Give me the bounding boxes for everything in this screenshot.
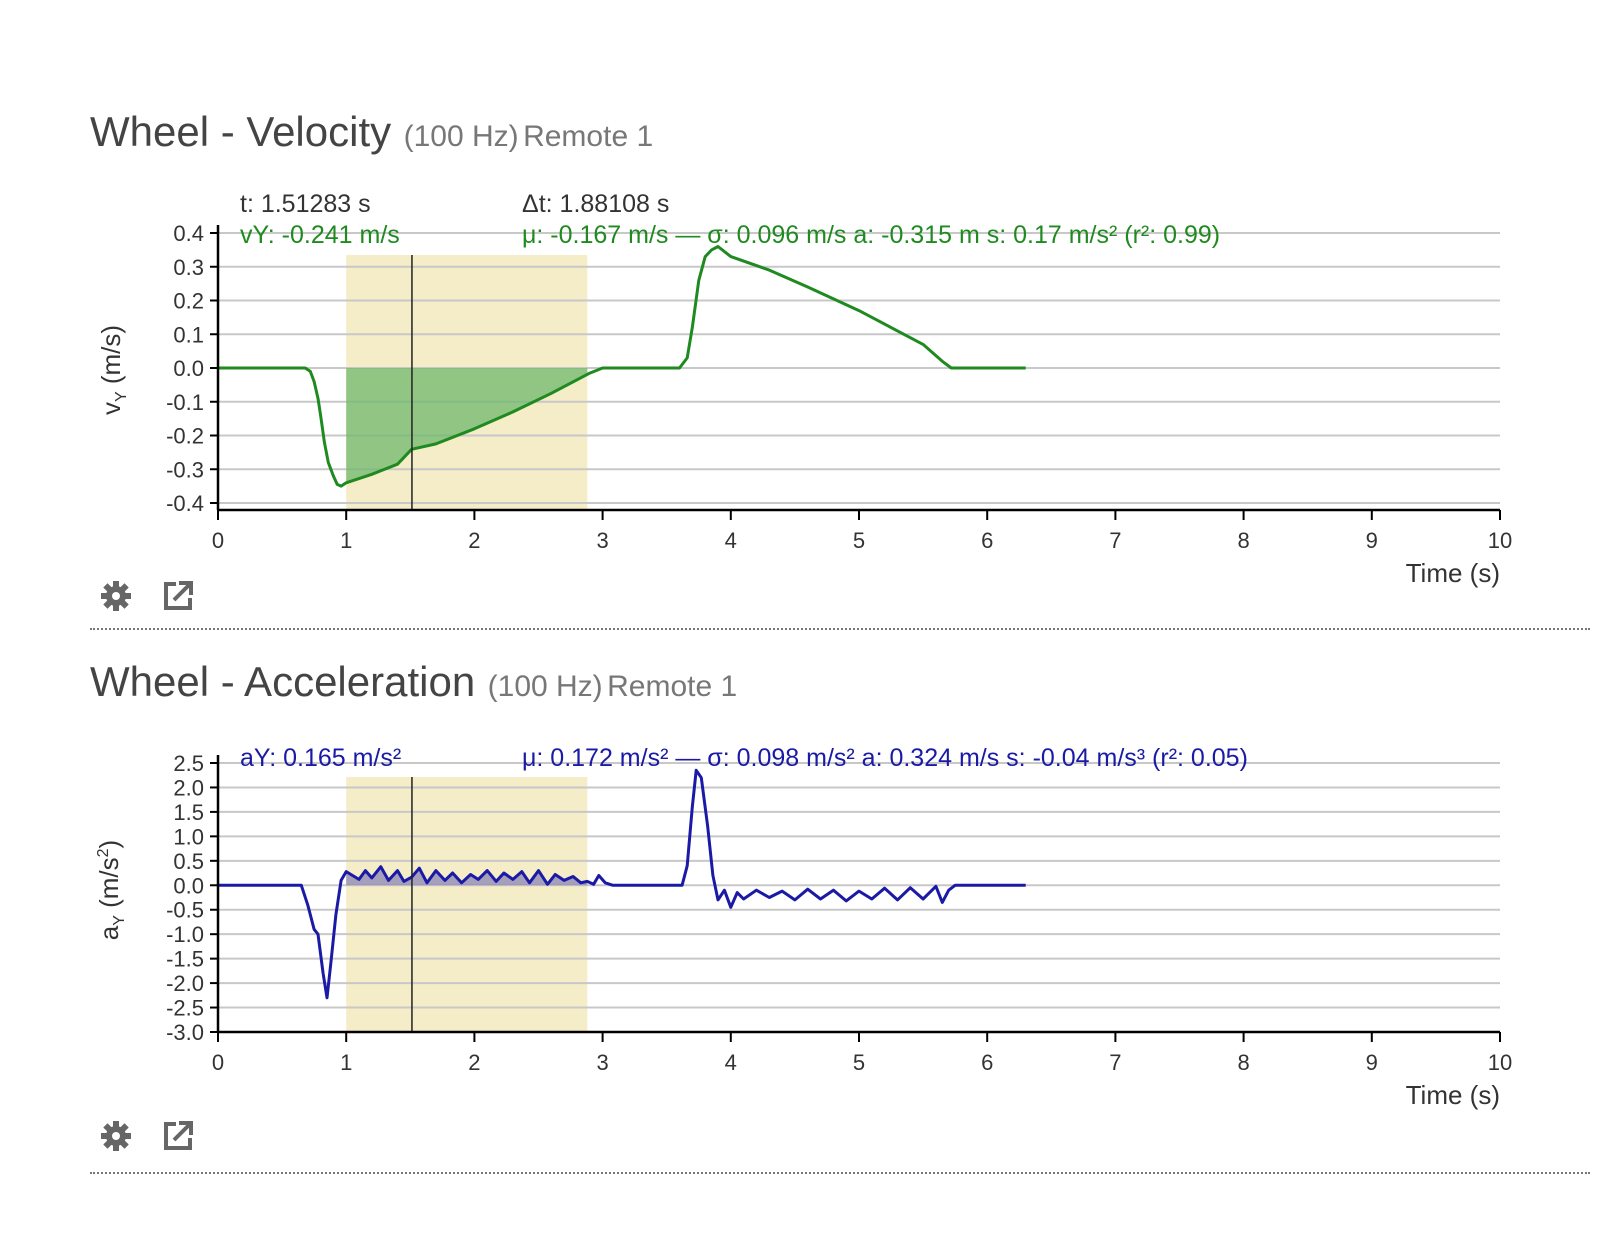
velocity-panel-title: Wheel - Velocity: [90, 108, 392, 155]
x-tick-label: 4: [725, 1050, 737, 1075]
x-tick-label: 8: [1237, 528, 1249, 553]
x-tick-label: 3: [596, 1050, 608, 1075]
acceleration-chart[interactable]: 2.52.01.51.00.50.0-0.5-1.0-1.5-2.0-2.5-3…: [0, 740, 1622, 1160]
y-tick-label: -0.3: [166, 457, 204, 482]
velocity-sample-rate: (100 Hz): [403, 120, 519, 153]
x-tick-label: 5: [853, 528, 865, 553]
x-tick-label: 1: [340, 528, 352, 553]
x-tick-label: 4: [725, 528, 737, 553]
y-axis-label: aY (m/s2): [94, 840, 128, 940]
x-tick-label: 2: [468, 528, 480, 553]
gear-icon[interactable]: [96, 576, 136, 616]
acceleration-source-label: Remote 1: [607, 670, 738, 703]
x-axis-label: Time (s): [1406, 558, 1500, 588]
y-tick-label: -1.0: [166, 922, 204, 947]
acceleration-panel-title: Wheel - Acceleration: [90, 658, 476, 705]
x-tick-label: 6: [981, 1050, 993, 1075]
cursor-time-readout: t: 1.51283 s: [240, 740, 371, 741]
y-tick-label: -2.5: [166, 996, 204, 1021]
x-tick-label: 9: [1366, 528, 1378, 553]
cursor-time-readout: t: 1.51283 s: [240, 190, 371, 218]
cursor-value-readout: vY: -0.241 m/s: [240, 221, 400, 249]
panel-divider: [90, 1172, 1590, 1174]
y-tick-label: -0.1: [166, 390, 204, 415]
selection-stats-readout: μ: 0.172 m/s² — σ: 0.098 m/s² a: 0.324 m…: [522, 744, 1248, 772]
x-tick-label: 1: [340, 1050, 352, 1075]
cursor-value-readout: aY: 0.165 m/s²: [240, 744, 401, 772]
x-tick-label: 0: [212, 1050, 224, 1075]
x-tick-label: 2: [468, 1050, 480, 1075]
x-tick-label: 0: [212, 528, 224, 553]
y-tick-label: 1.5: [173, 800, 204, 825]
acceleration-panel-header: Wheel - Acceleration (100 Hz) Remote 1: [90, 658, 737, 706]
y-tick-label: 0.3: [173, 255, 204, 280]
y-tick-label: 0.5: [173, 849, 204, 874]
velocity-chart[interactable]: 0.4 0.3 0.2 0.1 0.0 -0.1 -0.2 -0.3 -0.4 0 1 2 3 4 5 6 7 8…: [0, 190, 1622, 620]
delta-time-readout: Δt: 1.88108 s: [522, 190, 669, 218]
y-tick-label: 0.0: [173, 873, 204, 898]
series-line: [218, 245, 1026, 488]
selection-stats-readout: μ: -0.167 m/s — σ: 0.096 m/s a: -0.315 m…: [522, 221, 1220, 249]
x-tick-label: 6: [981, 528, 993, 553]
series-line: [218, 768, 1026, 1000]
y-tick-label: 2.5: [173, 751, 204, 776]
velocity-source-label: Remote 1: [523, 120, 654, 153]
y-tick-label: -0.5: [166, 898, 204, 923]
velocity-panel: Wheel - Velocity (100 Hz) Remote 1 0.4 0.…: [0, 108, 1622, 620]
x-tick-label: 7: [1109, 1050, 1121, 1075]
y-tick-label: -0.4: [166, 491, 204, 516]
y-tick-label: -3.0: [166, 1020, 204, 1045]
y-tick-label: -1.5: [166, 947, 204, 972]
y-tick-label: 0.0: [173, 356, 204, 381]
panel-divider: [90, 628, 1590, 630]
delta-time-readout: Δt: 1.88108 s: [522, 740, 669, 741]
export-icon[interactable]: [158, 576, 198, 616]
gear-icon[interactable]: [96, 1116, 136, 1156]
x-tick-label: 5: [853, 1050, 865, 1075]
y-tick-label: 0.1: [173, 322, 204, 347]
x-tick-label: 10: [1488, 528, 1512, 553]
x-tick-label: 9: [1366, 1050, 1378, 1075]
y-axis-label: vY (m/s): [96, 325, 130, 415]
acceleration-panel: Wheel - Acceleration (100 Hz) Remote 1 2…: [0, 640, 1622, 1200]
x-axis-label: Time (s): [1406, 1080, 1500, 1110]
y-tick-label: 2.0: [173, 775, 204, 800]
y-tick-label: -0.2: [166, 424, 204, 449]
y-tick-label: 0.2: [173, 289, 204, 314]
x-tick-label: 3: [596, 528, 608, 553]
velocity-panel-header: Wheel - Velocity (100 Hz) Remote 1: [90, 108, 653, 156]
x-tick-label: 8: [1237, 1050, 1249, 1075]
y-tick-label: 0.4: [173, 221, 204, 246]
x-tick-label: 7: [1109, 528, 1121, 553]
y-tick-label: -2.0: [166, 971, 204, 996]
export-icon[interactable]: [158, 1116, 198, 1156]
y-tick-label: 1.0: [173, 824, 204, 849]
x-tick-label: 10: [1488, 1050, 1512, 1075]
acceleration-sample-rate: (100 Hz): [487, 670, 603, 703]
selection-band: [346, 777, 588, 1032]
